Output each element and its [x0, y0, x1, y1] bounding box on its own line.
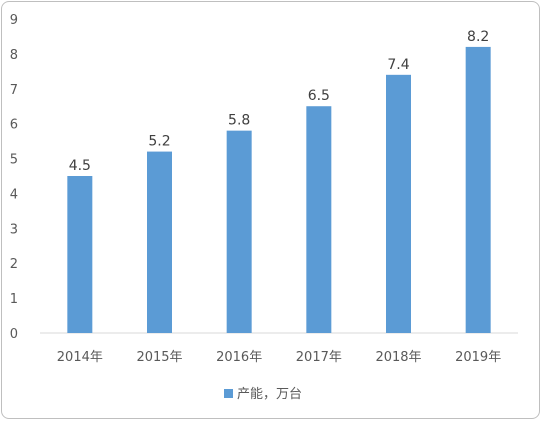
y-tick-label: 6	[10, 118, 18, 133]
y-tick-label: 8	[10, 48, 18, 63]
bar	[386, 74, 411, 334]
y-tick-label: 3	[10, 222, 18, 237]
y-tick-label: 4	[10, 187, 18, 202]
legend: 产能，万台	[224, 387, 302, 402]
x-category-label: 2014年	[57, 350, 103, 365]
y-tick-label: 5	[10, 153, 18, 168]
bar-value-label: 5.2	[148, 134, 170, 150]
y-tick-label: 0	[10, 327, 18, 342]
bar	[147, 151, 172, 333]
x-category-label: 2015年	[136, 350, 182, 365]
y-axis-ticks: 0 1 2 3 4 5 6 7 8 9	[10, 13, 18, 342]
bar-value-label: 8.2	[467, 29, 489, 45]
y-tick-label: 9	[10, 13, 18, 28]
data-labels: 4.5 5.2 5.8 6.5 7.4 8.2	[69, 29, 490, 174]
bar-value-label: 6.5	[308, 88, 330, 104]
bar	[67, 176, 93, 333]
bar-series	[67, 46, 491, 334]
x-category-label: 2019年	[455, 350, 501, 365]
y-tick-label: 7	[10, 83, 18, 98]
legend-swatch	[224, 389, 233, 398]
x-category-label: 2017年	[296, 350, 342, 365]
legend-label: 产能，万台	[237, 387, 302, 402]
bar	[465, 46, 491, 334]
bar	[306, 106, 332, 333]
bar-value-label: 7.4	[387, 57, 409, 73]
bar-value-label: 5.8	[228, 113, 250, 129]
x-category-label: 2018年	[375, 350, 421, 365]
x-axis-labels: 2014年 2015年 2016年 2017年 2018年 2019年	[57, 350, 501, 365]
y-tick-label: 2	[10, 257, 18, 272]
bar-value-label: 4.5	[69, 158, 91, 174]
y-tick-label: 1	[10, 292, 18, 307]
x-category-label: 2016年	[216, 350, 262, 365]
bar	[226, 130, 252, 333]
